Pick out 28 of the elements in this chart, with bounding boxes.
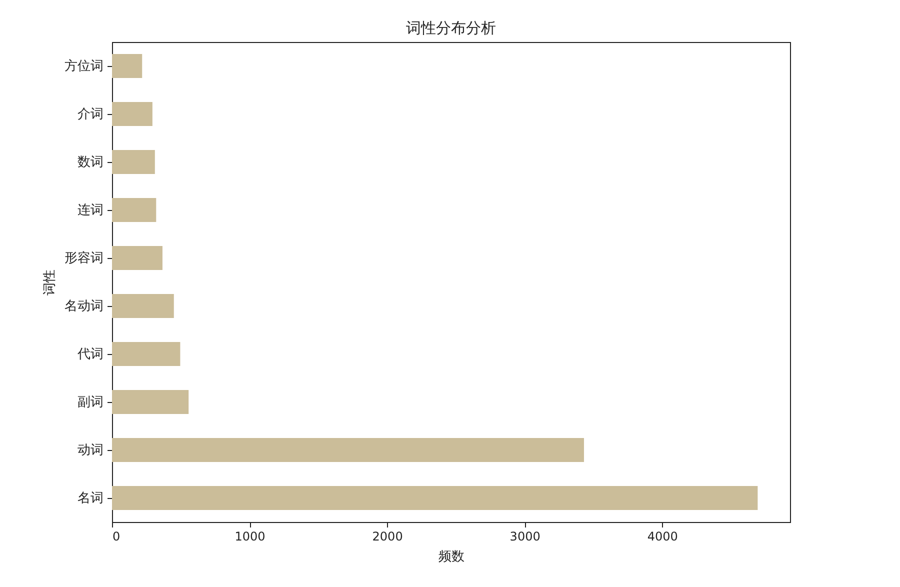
bar <box>112 198 156 222</box>
y-tick-label: 介词 <box>78 107 104 122</box>
bar <box>112 438 584 462</box>
x-tick-label: 1000 <box>234 530 266 544</box>
y-tick-label: 数词 <box>78 155 104 170</box>
chart-title: 词性分布分析 <box>406 19 496 37</box>
y-axis-title: 词性 <box>42 270 58 296</box>
x-tick-label: 2000 <box>372 530 403 544</box>
x-tick-label: 3000 <box>510 530 540 544</box>
bar <box>112 54 142 78</box>
x-tick-label: 4000 <box>647 530 678 544</box>
y-tick-label: 动词 <box>78 443 104 458</box>
bar <box>112 150 155 174</box>
x-axis-title: 频数 <box>438 550 464 564</box>
y-tick-label: 名词 <box>78 491 104 506</box>
y-tick-label: 形容词 <box>64 250 104 266</box>
y-tick-label: 连词 <box>78 203 104 218</box>
bar <box>112 342 180 366</box>
bar <box>112 102 152 126</box>
y-tick-label: 方位词 <box>64 58 104 74</box>
bar <box>112 246 162 270</box>
y-tick-label: 名动词 <box>64 299 104 314</box>
bar <box>112 390 189 414</box>
y-tick-label: 副词 <box>78 395 104 410</box>
bar <box>112 486 758 510</box>
y-tick-label: 代词 <box>76 347 104 362</box>
bar <box>112 294 174 318</box>
x-tick-label: 0 <box>112 530 120 544</box>
